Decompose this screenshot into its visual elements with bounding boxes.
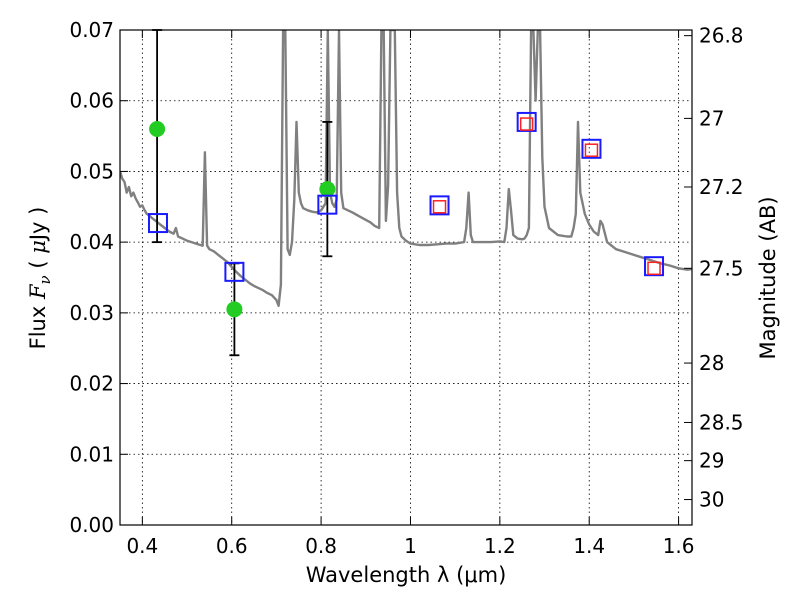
- x-tick-label: 0.6: [216, 534, 248, 558]
- y-tick-label: 0.06: [69, 89, 114, 113]
- photometry-point: [226, 301, 243, 318]
- model-flux-square: [147, 213, 168, 234]
- plot-frame: [119, 29, 693, 526]
- y2-tick-label: 28.5: [699, 410, 744, 434]
- y2-tick-label: 27.5: [699, 256, 744, 280]
- data-marks: [120, 30, 692, 307]
- x-tick-label: 1.4: [573, 534, 605, 558]
- y-tick-label: 0.03: [69, 301, 114, 325]
- plot-area: [120, 30, 692, 525]
- grid-lines: [120, 29, 692, 526]
- y-tick-label: 0.02: [69, 372, 114, 396]
- svg-text:Flux Fν ( μJy ): Flux Fν ( μJy ): [26, 207, 54, 350]
- x-axis-label: Wavelength λ (μm): [306, 563, 507, 587]
- spectrum-line: [120, 30, 692, 307]
- model-flux-square: [429, 195, 450, 216]
- y2-tick-label: 27.2: [699, 175, 744, 199]
- y2-axis-label: Magnitude (AB): [756, 196, 780, 359]
- x-tick-label: 1.2: [484, 534, 516, 558]
- y-tick-label: 0.07: [69, 18, 114, 42]
- y-tick-label: 0.01: [69, 442, 114, 466]
- y-tick-label: 0.05: [69, 159, 114, 183]
- axis-ticks: 0.4 0.6 0.8 1 1.2 1.4 1.6 0.00 0.01 0.02 0.03 0.04 0…: [69, 18, 743, 558]
- synthetic-flux-square: [432, 200, 447, 214]
- y-tick-label: 0.00: [69, 513, 114, 537]
- y2-tick-label: 28: [699, 351, 724, 375]
- y-tick-label: 0.04: [69, 230, 114, 254]
- synthetic-flux-square: [647, 261, 661, 276]
- x-tick-label: 0.8: [305, 534, 337, 558]
- y2-tick-label: 27: [699, 106, 724, 130]
- model-flux-square: [317, 194, 338, 215]
- photometry-point: [319, 181, 336, 198]
- model-flux-square: [224, 261, 245, 282]
- synthetic-flux-square: [584, 143, 599, 157]
- y2-tick-label: 26.8: [699, 24, 744, 48]
- y2-tick-label: 30: [699, 488, 724, 512]
- x-tick-label: 1: [404, 534, 417, 558]
- y2-tick-label: 29: [699, 449, 724, 473]
- model-flux-square: [581, 138, 602, 159]
- model-flux-square: [644, 256, 665, 277]
- model-flux-square: [516, 111, 537, 132]
- x-tick-label: 0.4: [126, 534, 158, 558]
- y-axis-label: Flux Fν ( μJy ): [26, 207, 54, 350]
- synthetic-flux-square: [519, 117, 534, 131]
- svg-text:Magnitude (AB): Magnitude (AB): [756, 196, 780, 359]
- photometry-point: [149, 121, 166, 137]
- x-tick-label: 1.6: [663, 534, 695, 558]
